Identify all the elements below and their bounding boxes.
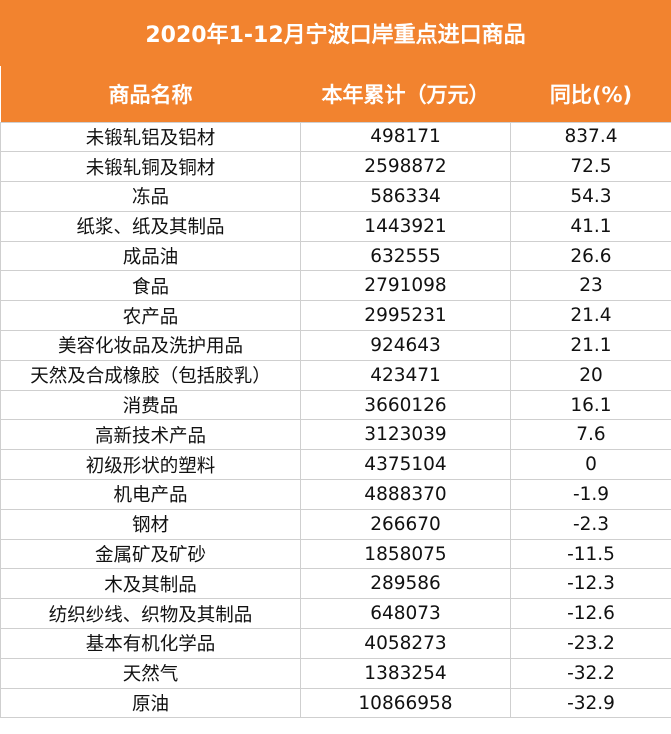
cell-goods-name: 纸浆、纸及其制品 xyxy=(0,211,301,242)
cell-goods-name: 未锻轧铜及铜材 xyxy=(0,151,301,183)
table-row: 成品油 632555 26.6 xyxy=(0,241,671,272)
cell-yoy: -11.5 xyxy=(510,539,671,570)
cell-annual-total: 2791098 xyxy=(300,270,511,302)
cell-yoy: 23 xyxy=(510,270,671,302)
cell-yoy: 26.6 xyxy=(510,241,671,272)
table-row: 天然及合成橡胶（包括胶乳） 423471 20 xyxy=(0,360,671,391)
cell-goods-name: 钢材 xyxy=(0,509,301,540)
cell-goods-name: 食品 xyxy=(0,270,301,302)
cell-goods-name: 木及其制品 xyxy=(0,568,301,600)
cell-annual-total: 3123039 xyxy=(300,419,511,451)
table-row: 天然气 1383254 -32.2 xyxy=(0,658,671,689)
cell-yoy: -1.9 xyxy=(510,479,671,510)
cell-yoy: -2.3 xyxy=(510,509,671,540)
cell-annual-total: 2598872 xyxy=(300,151,511,183)
cell-yoy: -12.3 xyxy=(510,568,671,600)
cell-annual-total: 266670 xyxy=(300,509,511,540)
table-row: 钢材 266670 -2.3 xyxy=(0,509,671,540)
cell-yoy: 20 xyxy=(510,360,671,391)
table-row: 消费品 3660126 16.1 xyxy=(0,390,671,421)
cell-yoy: 54.3 xyxy=(510,181,671,212)
cell-goods-name: 基本有机化学品 xyxy=(0,628,301,659)
cell-annual-total: 498171 xyxy=(300,121,511,153)
cell-yoy: 21.1 xyxy=(510,330,671,361)
header-annual-total: 本年累计（万元） xyxy=(321,82,490,107)
cell-goods-name: 初级形状的塑料 xyxy=(0,449,301,481)
table-row: 未锻轧铜及铜材 2598872 72.5 xyxy=(0,151,671,183)
table-row: 未锻轧铝及铝材 498171 837.4 xyxy=(0,121,671,153)
cell-yoy: -23.2 xyxy=(510,628,671,659)
cell-goods-name: 机电产品 xyxy=(0,479,301,510)
cell-goods-name: 未锻轧铝及铝材 xyxy=(0,121,301,153)
cell-goods-name: 金属矿及矿砂 xyxy=(0,539,301,570)
cell-goods-name: 天然及合成橡胶（包括胶乳） xyxy=(0,360,301,391)
cell-yoy: -32.9 xyxy=(510,688,671,719)
cell-annual-total: 4058273 xyxy=(300,628,511,659)
table-row: 纸浆、纸及其制品 1443921 41.1 xyxy=(0,211,671,242)
table-row: 冻品 586334 54.3 xyxy=(0,181,671,212)
table-row: 美容化妆品及洗护用品 924643 21.1 xyxy=(0,330,671,361)
cell-annual-total: 924643 xyxy=(300,330,511,361)
cell-yoy: 7.6 xyxy=(510,419,671,451)
cell-goods-name: 原油 xyxy=(0,688,301,719)
table-row: 金属矿及矿砂 1858075 -11.5 xyxy=(0,539,671,570)
cell-annual-total: 632555 xyxy=(300,241,511,272)
cell-yoy: 16.1 xyxy=(510,390,671,421)
cell-goods-name: 高新技术产品 xyxy=(0,419,301,451)
cell-yoy: 21.4 xyxy=(510,300,671,332)
cell-annual-total: 10866958 xyxy=(300,688,511,719)
cell-annual-total: 1383254 xyxy=(300,658,511,689)
cell-goods-name: 农产品 xyxy=(0,300,301,332)
cell-goods-name: 美容化妆品及洗护用品 xyxy=(0,330,301,361)
header-goods-name: 商品名称 xyxy=(108,82,193,107)
cell-yoy: 72.5 xyxy=(510,151,671,183)
cell-annual-total: 648073 xyxy=(300,598,511,630)
cell-yoy: -32.2 xyxy=(510,658,671,689)
cell-annual-total: 4888370 xyxy=(300,479,511,510)
table-body: 未锻轧铝及铝材 498171 837.4 未锻轧铜及铜材 2598872 72.5 冻品 58… xyxy=(0,121,671,719)
cell-annual-total: 3660126 xyxy=(300,390,511,421)
cell-yoy: 41.1 xyxy=(510,211,671,242)
table-row: 机电产品 4888370 -1.9 xyxy=(0,479,671,510)
table-row: 高新技术产品 3123039 7.6 xyxy=(0,419,671,451)
cell-goods-name: 天然气 xyxy=(0,658,301,689)
cell-yoy: 0 xyxy=(510,449,671,481)
cell-annual-total: 1858075 xyxy=(300,539,511,570)
cell-goods-name: 冻品 xyxy=(0,181,301,212)
table-row: 原油 10866958 -32.9 xyxy=(0,688,671,719)
cell-annual-total: 289586 xyxy=(300,568,511,600)
cell-goods-name: 消费品 xyxy=(0,390,301,421)
table-row: 农产品 2995231 21.4 xyxy=(0,300,671,332)
table-row: 木及其制品 289586 -12.3 xyxy=(0,568,671,600)
header-yoy: 同比(%) xyxy=(549,82,633,107)
table-row: 食品 2791098 23 xyxy=(0,270,671,302)
cell-annual-total: 1443921 xyxy=(300,211,511,242)
table-row: 基本有机化学品 4058273 -23.2 xyxy=(0,628,671,659)
cell-goods-name: 纺织纱线、织物及其制品 xyxy=(0,598,301,630)
cell-goods-name: 成品油 xyxy=(0,241,301,272)
cell-annual-total: 4375104 xyxy=(300,449,511,481)
cell-annual-total: 586334 xyxy=(300,181,511,212)
cell-yoy: 837.4 xyxy=(510,121,671,153)
table-header: 商品名称 本年累计（万元） 同比(%) xyxy=(0,66,671,122)
table-row: 纺织纱线、织物及其制品 648073 -12.6 xyxy=(0,598,671,630)
header-row: 商品名称 本年累计（万元） 同比(%) xyxy=(0,66,671,122)
cell-annual-total: 423471 xyxy=(300,360,511,391)
table-row: 初级形状的塑料 4375104 0 xyxy=(0,449,671,481)
import-goods-table: 商品名称 本年累计（万元） 同比(%) 未锻轧铝及铝材 498171 837.4 未锻… xyxy=(0,66,671,719)
table-title: 2020年1-12月宁波口岸重点进口商品 xyxy=(0,0,671,66)
cell-yoy: -12.6 xyxy=(510,598,671,630)
cell-annual-total: 2995231 xyxy=(300,300,511,332)
